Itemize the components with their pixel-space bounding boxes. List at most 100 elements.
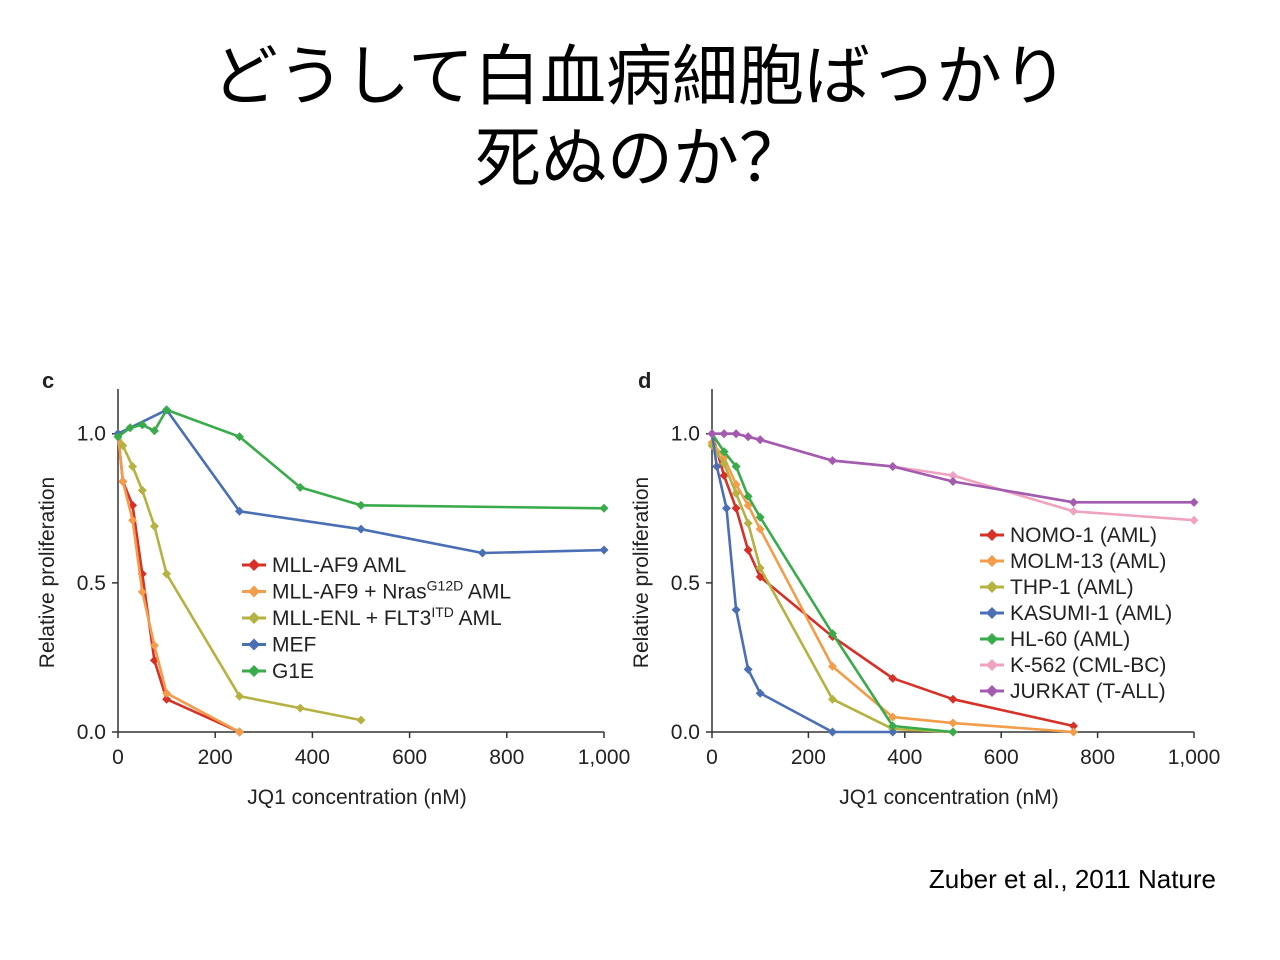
data-point — [888, 721, 898, 731]
x-axis-title: JQ1 concentration (nM) — [247, 786, 466, 809]
data-point — [948, 694, 958, 704]
data-point — [599, 545, 609, 555]
data-point — [235, 727, 244, 737]
x-tick-label: 1,000 — [578, 746, 631, 769]
data-point — [731, 429, 741, 439]
data-point — [1189, 497, 1199, 507]
x-tick-label: 400 — [887, 746, 922, 769]
data-point — [707, 429, 717, 439]
data-point — [828, 456, 837, 466]
series-line — [117, 408, 605, 510]
y-tick-label: 0.5 — [671, 572, 700, 595]
data-point — [888, 727, 898, 737]
data-point — [118, 476, 128, 486]
data-point — [719, 429, 729, 439]
y-tick-label: 0.5 — [77, 572, 106, 595]
legend-label: MEF — [272, 634, 316, 657]
data-point — [162, 405, 172, 415]
data-point — [755, 435, 765, 445]
title-line-1: どうして白血病細胞ばっかり — [211, 38, 1069, 115]
legend-entry: NOMO-1 (AML) — [980, 524, 1157, 547]
data-point — [162, 694, 172, 704]
legend-marker — [986, 633, 998, 645]
series-3 — [707, 429, 898, 737]
data-point — [731, 605, 741, 615]
data-point — [712, 462, 722, 472]
legend-entry: THP-1 (AML) — [980, 576, 1134, 599]
y-tick-label: 1.0 — [671, 423, 700, 446]
data-point — [755, 563, 765, 573]
data-point — [755, 688, 765, 698]
y-tick-label: 0.0 — [77, 721, 106, 744]
x-tick-label: 1,000 — [1168, 746, 1221, 769]
data-point — [125, 423, 135, 433]
legend-label: JURKAT (T-ALL) — [1010, 680, 1166, 703]
x-tick-label: 200 — [791, 746, 826, 769]
data-point — [118, 441, 128, 451]
data-point — [888, 673, 898, 683]
legend-label: K-562 (CML-BC) — [1010, 654, 1166, 677]
legend-entry: MOLM-13 (AML) — [980, 550, 1166, 573]
x-tick-label: 600 — [984, 746, 1019, 769]
legend-entry: HL-60 (AML) — [980, 628, 1130, 651]
data-point — [1069, 727, 1078, 737]
data-point — [731, 488, 741, 498]
series-1 — [113, 429, 244, 737]
x-tick-label: 0 — [112, 746, 124, 769]
legend-entry: KASUMI-1 (AML) — [980, 602, 1172, 625]
data-point — [149, 426, 159, 436]
data-point — [149, 641, 159, 651]
series-3 — [113, 405, 609, 558]
legend-entry: MLL-ENL + FLT3ITD AML — [242, 604, 502, 630]
series-0 — [707, 429, 1078, 731]
data-point — [743, 545, 753, 555]
data-point — [888, 712, 898, 722]
chart-panel-c: c 0 200 400 600 800 1,000 0.0 0.5 1.0 JQ1 concentr… — [36, 368, 630, 809]
data-point — [743, 500, 753, 510]
legend-marker — [986, 555, 998, 567]
legend-marker — [248, 559, 260, 571]
legend-label: HL-60 (AML) — [1010, 628, 1130, 651]
data-point — [128, 515, 138, 525]
legend-label: MLL-AF9 AML — [272, 554, 406, 577]
data-point — [948, 727, 958, 737]
data-point — [1069, 721, 1078, 731]
series-6 — [707, 429, 1199, 507]
data-point — [743, 518, 753, 528]
data-point — [356, 715, 366, 725]
legend: NOMO-1 (AML) MOLM-13 (AML) THP-1 (AML) KASU… — [980, 524, 1172, 703]
data-point — [478, 548, 487, 558]
data-point — [356, 524, 366, 534]
x-tick-label: 400 — [295, 746, 330, 769]
panel-label: d — [638, 368, 651, 393]
data-point — [295, 703, 305, 713]
series-line — [710, 444, 954, 734]
legend-label: NOMO-1 (AML) — [1010, 524, 1157, 547]
legend-entry: MLL-AF9 + NrasG12D AML — [242, 578, 511, 604]
data-point — [828, 661, 837, 671]
y-tick-label: 1.0 — [77, 423, 106, 446]
data-point — [235, 506, 244, 516]
data-point — [719, 447, 729, 457]
legend-entry: MLL-AF9 AML — [242, 554, 406, 577]
data-point — [1189, 515, 1199, 525]
data-point — [295, 482, 305, 492]
x-tick-label: 800 — [489, 746, 524, 769]
series-4 — [113, 405, 609, 513]
x-axis-title: JQ1 concentration (nM) — [839, 786, 1058, 809]
x-tick-label: 600 — [392, 746, 427, 769]
data-point — [828, 629, 837, 639]
legend-marker — [248, 612, 260, 624]
data-point — [731, 503, 741, 513]
data-point — [235, 432, 244, 442]
data-point — [721, 503, 731, 513]
data-point — [162, 688, 172, 698]
series-line — [117, 408, 605, 555]
legend-entry: G1E — [242, 660, 314, 683]
data-point — [356, 500, 366, 510]
data-point — [828, 694, 837, 704]
legend-label: MLL-ENL + FLT3ITD AML — [272, 604, 502, 630]
data-point — [755, 512, 765, 522]
